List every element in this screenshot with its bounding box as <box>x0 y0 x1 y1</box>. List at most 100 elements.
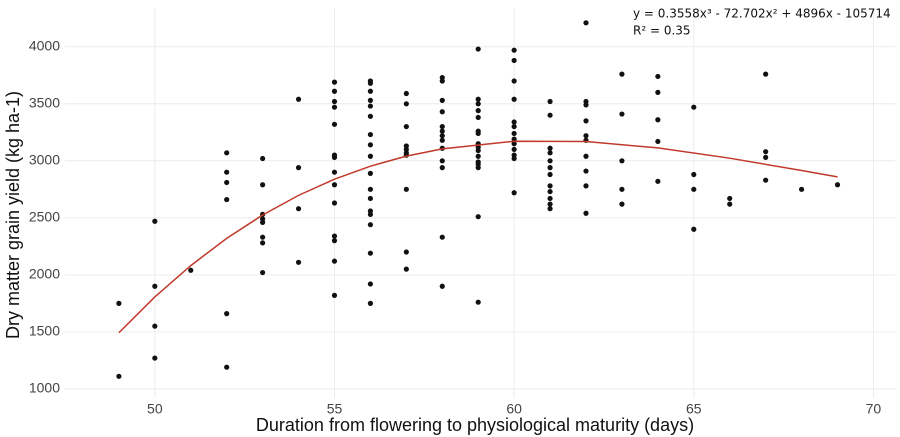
point <box>619 111 625 117</box>
point <box>403 249 409 255</box>
point <box>691 104 697 110</box>
point <box>367 142 374 148</box>
point <box>583 133 589 139</box>
point <box>295 96 302 102</box>
point <box>367 97 374 103</box>
point <box>583 20 589 26</box>
point <box>763 154 769 160</box>
point <box>511 96 517 102</box>
point <box>475 108 481 114</box>
point <box>331 182 338 188</box>
point <box>188 267 194 273</box>
point <box>331 121 338 127</box>
point <box>367 131 374 138</box>
point <box>439 133 445 139</box>
point <box>260 219 266 225</box>
point <box>655 117 661 123</box>
point <box>224 311 230 317</box>
point <box>547 201 553 207</box>
point <box>367 153 374 159</box>
point <box>439 165 445 171</box>
point <box>403 123 409 130</box>
point <box>439 78 445 84</box>
point <box>224 169 230 175</box>
point <box>547 171 553 178</box>
point <box>403 266 409 272</box>
point <box>403 90 409 97</box>
point <box>583 118 589 124</box>
point <box>260 182 266 188</box>
point <box>547 112 553 118</box>
point <box>403 186 409 192</box>
point <box>331 238 338 244</box>
point <box>367 222 374 228</box>
point <box>475 96 481 102</box>
point <box>331 200 338 206</box>
point <box>511 155 517 162</box>
point <box>619 71 625 77</box>
point <box>367 300 374 306</box>
y-tick-label: 3500 <box>29 94 60 110</box>
point <box>619 201 625 207</box>
point <box>224 364 230 370</box>
point <box>511 47 517 53</box>
point <box>691 171 697 178</box>
point <box>295 165 302 171</box>
point <box>655 138 661 145</box>
point <box>547 165 553 171</box>
point <box>116 373 122 379</box>
point <box>691 186 697 192</box>
point <box>511 130 517 137</box>
point <box>439 123 445 130</box>
point <box>224 196 230 203</box>
point <box>331 88 338 94</box>
point <box>152 283 158 289</box>
point <box>295 259 302 265</box>
point <box>511 190 517 196</box>
point <box>439 234 445 240</box>
point <box>367 80 374 86</box>
point <box>547 145 553 151</box>
point <box>475 114 481 121</box>
point <box>583 168 589 174</box>
point <box>439 283 445 289</box>
point <box>547 150 553 156</box>
point <box>547 98 553 105</box>
equation: y = 0.3558x³ - 72.702x² + 4896x - 105714 <box>633 7 891 21</box>
point <box>152 323 158 329</box>
point <box>475 214 481 220</box>
point <box>439 158 445 164</box>
point <box>475 130 481 137</box>
point <box>331 233 338 239</box>
point <box>583 183 589 189</box>
point <box>475 165 481 171</box>
point <box>403 101 409 107</box>
point <box>224 179 230 186</box>
point <box>331 258 338 264</box>
point <box>260 155 266 162</box>
point <box>367 103 374 109</box>
r-squared: R² = 0.35 <box>633 24 691 38</box>
point <box>511 136 517 142</box>
point <box>439 128 445 134</box>
point <box>439 109 445 115</box>
x-axis-title: Duration from flowering to physiological… <box>256 415 694 435</box>
y-tick-label: 3000 <box>29 152 60 168</box>
point <box>547 188 553 195</box>
y-tick-label: 4000 <box>29 37 60 53</box>
point <box>798 186 805 192</box>
point <box>331 292 338 298</box>
point <box>763 149 769 155</box>
point <box>583 153 589 159</box>
point <box>367 195 374 202</box>
point <box>475 147 481 154</box>
point <box>511 57 517 64</box>
point <box>224 150 230 156</box>
point <box>511 141 517 147</box>
point <box>260 234 266 240</box>
point <box>439 137 445 143</box>
x-tick-label: 65 <box>686 401 702 417</box>
point <box>260 240 266 246</box>
